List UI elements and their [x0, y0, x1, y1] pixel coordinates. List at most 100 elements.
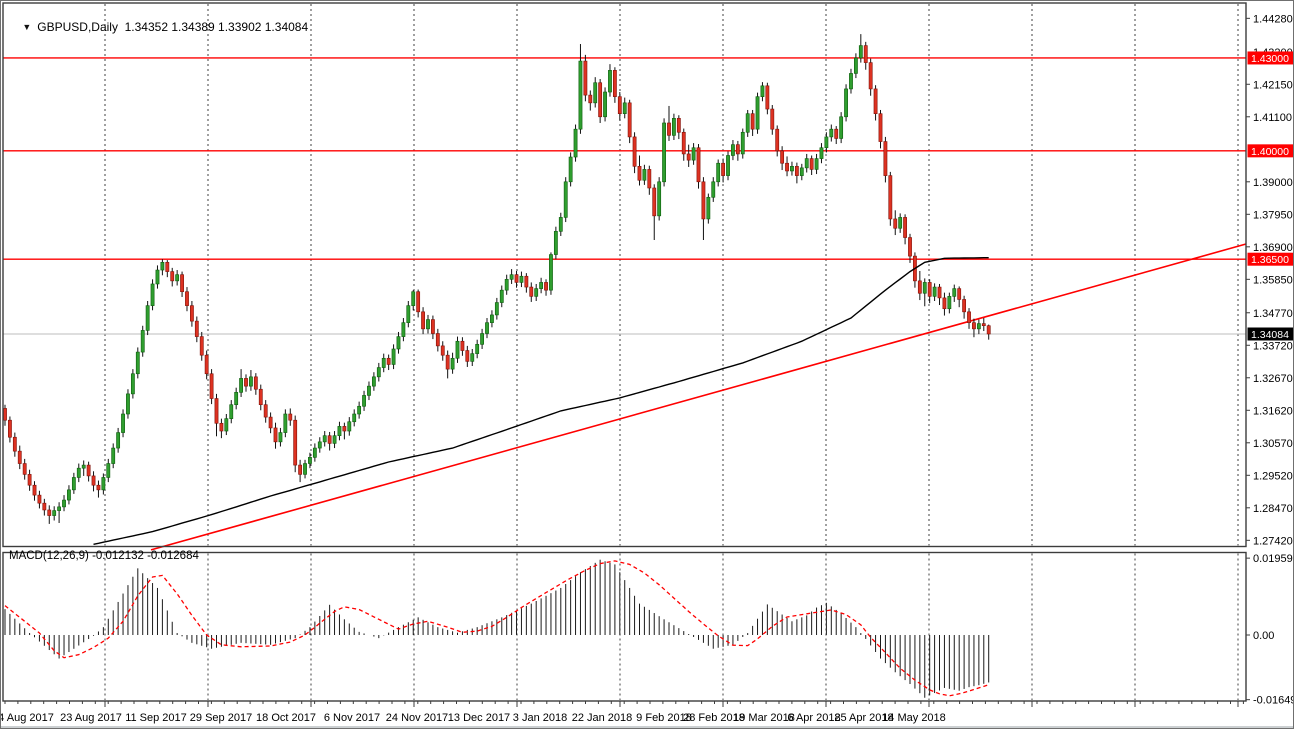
- candle-body: [696, 147, 701, 183]
- date-label: 14 May 2018: [882, 712, 946, 724]
- price-tick-label: 1.29520: [1253, 470, 1293, 482]
- candle-body: [593, 82, 598, 104]
- candle-body: [819, 147, 824, 159]
- macd-tick-label: 0.00: [1253, 630, 1274, 642]
- candle-body: [986, 325, 991, 335]
- candle-body: [544, 282, 548, 291]
- candle-body: [57, 506, 62, 511]
- candle-body: [947, 296, 952, 310]
- price-badge-label: 1.43000: [1251, 53, 1289, 65]
- candle-body: [180, 274, 184, 293]
- main-pane-border: [2, 2, 1247, 548]
- candle-body: [362, 395, 366, 407]
- price-tick-label: 1.36900: [1253, 242, 1293, 254]
- candle-body: [249, 376, 253, 387]
- macd-signal-line: [4, 560, 989, 697]
- candle-body: [637, 166, 642, 181]
- candle-body: [460, 340, 465, 351]
- candle-body: [967, 311, 971, 323]
- candle-body: [293, 419, 298, 466]
- candle-body: [263, 404, 268, 418]
- date-label: 6 Nov 2017: [324, 712, 380, 724]
- candle-body: [981, 323, 986, 327]
- candle-body: [426, 319, 430, 330]
- candle-body: [731, 144, 735, 156]
- candle-body: [22, 463, 27, 475]
- candle-body: [603, 91, 607, 118]
- price-tick-label: 1.44280: [1253, 13, 1293, 25]
- triangle-down-icon[interactable]: ▼: [22, 22, 32, 32]
- candle-body: [322, 435, 327, 443]
- candle-body: [106, 463, 111, 478]
- candle-body: [937, 286, 942, 299]
- candle-body: [150, 283, 155, 306]
- candle-body: [62, 499, 66, 508]
- candle-body: [504, 279, 509, 291]
- date-label: 18 Oct 2017: [256, 712, 316, 724]
- price-badge-label: 1.36500: [1251, 254, 1289, 266]
- candle-body: [794, 166, 799, 176]
- candle-body: [42, 502, 47, 511]
- candle-body: [470, 353, 475, 362]
- candle-body: [253, 376, 258, 390]
- moving-average-line[interactable]: [93, 257, 989, 545]
- date-label: 23 Aug 2017: [60, 712, 122, 724]
- candle-body: [780, 150, 785, 164]
- candle-body: [411, 291, 416, 306]
- candle-body: [834, 128, 839, 139]
- candle-body: [735, 144, 740, 155]
- candle-body: [386, 357, 391, 365]
- candle-body: [578, 60, 583, 130]
- date-label: 3 Jan 2018: [513, 712, 567, 724]
- date-label: 25 Apr 2018: [834, 712, 893, 724]
- price-tick-label: 1.42150: [1253, 79, 1293, 91]
- candle-body: [514, 274, 519, 283]
- candle-body: [332, 435, 337, 444]
- candle-body: [716, 162, 721, 183]
- candle-body: [770, 108, 775, 130]
- candle-body: [721, 162, 726, 176]
- candle-body: [917, 280, 922, 294]
- candle-body: [8, 419, 12, 438]
- candle-body: [37, 494, 42, 504]
- candle-body: [642, 169, 647, 181]
- candle-body: [598, 82, 603, 118]
- candle-body: [199, 336, 204, 356]
- candle-body: [455, 340, 460, 359]
- candle-body: [775, 128, 780, 152]
- candle-body: [494, 302, 499, 316]
- candle-body: [445, 354, 450, 370]
- candle-body: [652, 187, 657, 217]
- date-label: 29 Sep 2017: [190, 712, 252, 724]
- candle-body: [52, 510, 57, 516]
- trendline[interactable]: [150, 243, 1247, 551]
- candle-body: [627, 102, 632, 138]
- candle-body: [804, 158, 809, 169]
- candle-body: [893, 218, 898, 229]
- date-label: 24 Nov 2017: [386, 712, 448, 724]
- date-label: 19 Mar 2018: [733, 712, 795, 724]
- candle-body: [932, 286, 937, 297]
- macd-indicator-label: MACD(12,26,9) -0.012132 -0.012684: [9, 550, 199, 562]
- candle-body: [111, 447, 116, 464]
- price-tick-label: 1.35850: [1253, 274, 1293, 286]
- date-label: 22 Jan 2018: [572, 712, 633, 724]
- candle-body: [863, 45, 868, 63]
- candle-body: [952, 288, 957, 297]
- price-tick-label: 1.41100: [1253, 112, 1292, 124]
- candle-body: [12, 436, 17, 452]
- candle-body: [726, 155, 730, 176]
- candle-body: [976, 323, 981, 330]
- candle-body: [27, 474, 32, 486]
- price-tick-label: 1.34770: [1253, 308, 1293, 320]
- candle-body: [71, 477, 76, 491]
- candle-body: [854, 57, 858, 74]
- candle-body: [755, 96, 760, 130]
- candle-body: [204, 354, 209, 375]
- candle-body: [312, 447, 317, 458]
- price-tick-label: 1.31620: [1253, 405, 1293, 417]
- candle-body: [145, 305, 150, 331]
- candle-body: [622, 102, 627, 114]
